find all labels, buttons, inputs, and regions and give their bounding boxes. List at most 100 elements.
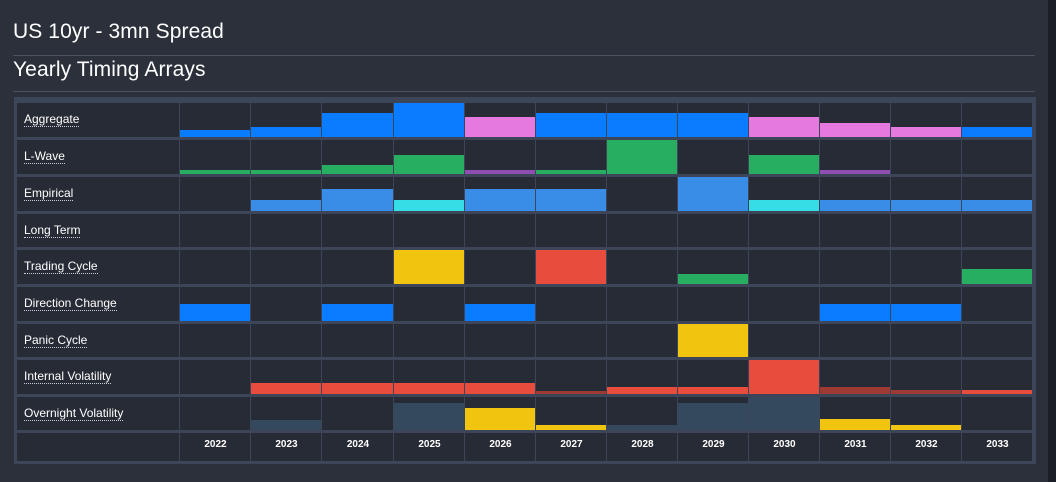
array-bar: [251, 170, 321, 174]
array-cell: [465, 103, 535, 137]
array-bar: [749, 397, 819, 430]
array-cell: [180, 177, 250, 211]
array-cell: [749, 214, 819, 247]
array-bar: [465, 170, 535, 174]
year-label: 2026: [489, 439, 512, 450]
array-cell: [678, 397, 748, 430]
array-cell: [394, 250, 464, 284]
year-cell: [394, 433, 464, 461]
array-bar: [607, 113, 677, 137]
array-bar: [820, 123, 890, 137]
array-cell: [607, 324, 677, 357]
row-label-cell: [17, 140, 179, 174]
array-cell: [962, 177, 1032, 211]
array-bar: [322, 189, 393, 211]
array-bar: [820, 419, 890, 430]
array-bar: [891, 304, 961, 321]
array-cell: [891, 214, 961, 247]
row-label[interactable]: Panic Cycle: [24, 333, 88, 348]
array-cell: [749, 177, 819, 211]
subtitle-divider: [13, 91, 1035, 92]
array-bar: [820, 170, 890, 174]
array-bar: [607, 140, 677, 174]
array-cell: [536, 214, 606, 247]
array-bar: [962, 269, 1032, 284]
array-cell: [180, 397, 250, 430]
array-cell: [394, 397, 464, 430]
array-cell: [394, 103, 464, 137]
array-cell: [820, 140, 890, 174]
array-bar: [465, 117, 535, 137]
year-label: 2025: [418, 439, 441, 450]
array-cell: [962, 214, 1032, 247]
array-bar: [394, 250, 464, 284]
year-cell: [607, 433, 677, 461]
array-cell: [251, 103, 321, 137]
array-cell: [678, 214, 748, 247]
array-bar: [607, 425, 677, 430]
array-cell: [536, 103, 606, 137]
array-cell: [607, 177, 677, 211]
array-cell: [891, 397, 961, 430]
array-cell: [891, 177, 961, 211]
row-label[interactable]: Direction Change: [24, 296, 117, 311]
row-label-cell: [17, 214, 179, 247]
array-bar: [678, 387, 748, 394]
row-label-cell: [17, 103, 179, 137]
array-cell: [180, 140, 250, 174]
array-bar: [749, 200, 819, 211]
array-cell: [322, 324, 393, 357]
array-cell: [962, 103, 1032, 137]
row-label[interactable]: Internal Volatility: [24, 369, 112, 384]
array-cell: [394, 360, 464, 394]
array-cell: [820, 324, 890, 357]
array-cell: [749, 287, 819, 321]
array-cell: [180, 360, 250, 394]
year-cell: [536, 433, 606, 461]
array-cell: [820, 397, 890, 430]
array-bar: [749, 117, 819, 137]
array-bar: [678, 177, 748, 211]
row-label[interactable]: Long Term: [24, 223, 81, 238]
array-cell: [749, 397, 819, 430]
row-label[interactable]: Empirical: [24, 186, 74, 201]
array-cell: [891, 324, 961, 357]
row-label[interactable]: Trading Cycle: [24, 259, 98, 274]
year-cell: [465, 433, 535, 461]
array-cell: [251, 287, 321, 321]
array-bar: [749, 360, 819, 394]
array-bar: [251, 127, 321, 137]
row-label-cell: [17, 287, 179, 321]
array-bar: [322, 383, 393, 394]
array-cell: [251, 140, 321, 174]
array-bar: [394, 383, 464, 394]
array-cell: [322, 397, 393, 430]
year-cell: [749, 433, 819, 461]
array-cell: [322, 360, 393, 394]
row-label[interactable]: L-Wave: [24, 149, 65, 164]
row-label[interactable]: Aggregate: [24, 112, 80, 127]
year-cell: [962, 433, 1032, 461]
array-cell: [251, 360, 321, 394]
array-cell: [180, 214, 250, 247]
row-label[interactable]: Overnight Volatility: [24, 406, 124, 421]
array-cell: [465, 250, 535, 284]
array-cell: [891, 140, 961, 174]
array-cell: [891, 287, 961, 321]
array-cell: [749, 324, 819, 357]
array-cell: [607, 360, 677, 394]
array-cell: [536, 324, 606, 357]
array-cell: [394, 287, 464, 321]
array-bar: [536, 189, 606, 211]
year-label: 2030: [773, 439, 796, 450]
array-cell: [678, 324, 748, 357]
array-bar: [180, 170, 250, 174]
year-cell: [322, 433, 393, 461]
array-bar: [891, 425, 961, 430]
array-cell: [820, 287, 890, 321]
array-bar: [465, 189, 535, 211]
array-bar: [678, 274, 748, 284]
timing-array-grid: [14, 97, 1036, 464]
array-cell: [678, 103, 748, 137]
array-cell: [820, 177, 890, 211]
